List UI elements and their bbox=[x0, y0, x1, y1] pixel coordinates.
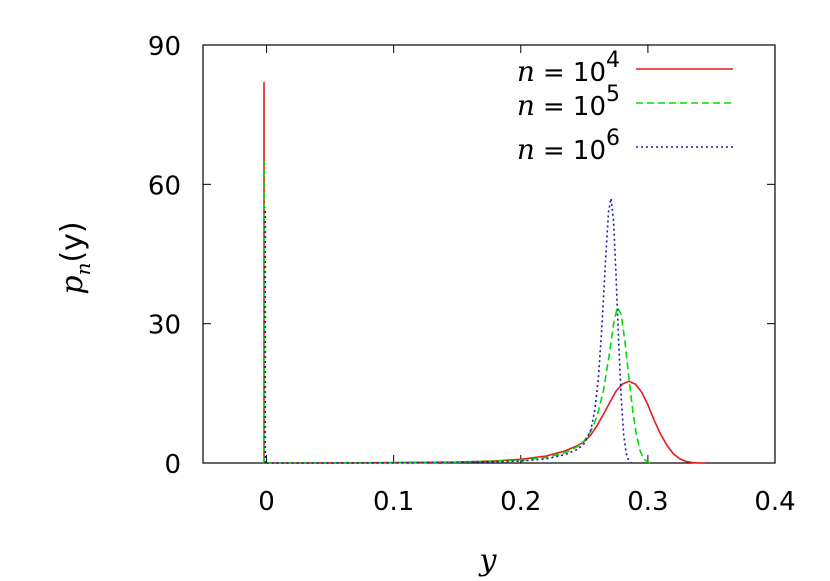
y-axis-label: pn(y) bbox=[55, 221, 95, 294]
y-tick-label: 30 bbox=[148, 311, 181, 341]
y-axis-label-subscript: n bbox=[71, 263, 95, 276]
legend-entry: n = 105 bbox=[517, 82, 733, 122]
x-tick-label: 0.4 bbox=[754, 487, 795, 517]
legend-entry: n = 106 bbox=[517, 126, 733, 166]
series-line bbox=[266, 197, 632, 464]
y-tick-label: 60 bbox=[148, 171, 181, 201]
legend-entry: n = 104 bbox=[517, 48, 733, 88]
x-axis-label: y bbox=[478, 543, 498, 578]
y-axis-ticks: 0 30 60 90 bbox=[148, 32, 775, 480]
legend-label: n = 104 bbox=[517, 48, 620, 88]
series-layer bbox=[263, 82, 706, 464]
y-axis-label-argument: (y) bbox=[55, 221, 90, 262]
x-tick-label: 0.2 bbox=[500, 487, 541, 517]
x-tick-label: 0.3 bbox=[627, 487, 668, 517]
series-3 bbox=[264, 197, 632, 464]
plot-border bbox=[202, 44, 776, 464]
legend-label: n = 105 bbox=[517, 82, 620, 122]
series-2 bbox=[263, 161, 652, 464]
svg-text:pn(y): pn(y) bbox=[55, 221, 95, 294]
y-tick-label: 90 bbox=[148, 32, 181, 62]
y-tick-label: 0 bbox=[164, 450, 181, 480]
x-tick-label: 0 bbox=[258, 487, 275, 517]
legend-label: n = 106 bbox=[517, 126, 620, 166]
y-axis-label-main: p bbox=[55, 275, 90, 294]
x-tick-label: 0.1 bbox=[373, 487, 414, 517]
series-line bbox=[266, 306, 652, 464]
series-1 bbox=[263, 82, 706, 464]
x-axis-ticks: 0 0.1 0.2 0.3 0.4 bbox=[258, 45, 796, 517]
plot-frame bbox=[202, 44, 776, 464]
